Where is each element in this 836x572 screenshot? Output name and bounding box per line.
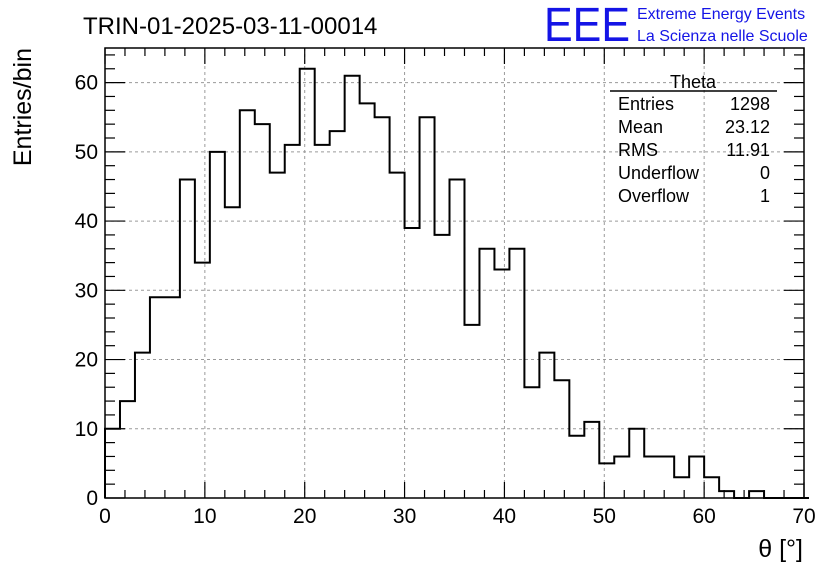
histogram-bin <box>719 491 734 498</box>
histogram-bin <box>210 152 225 498</box>
stats-label: Mean <box>618 117 663 137</box>
histogram-bin <box>479 249 494 498</box>
histogram-bin <box>749 491 764 498</box>
histogram-bin <box>120 401 135 498</box>
histogram-bin <box>390 173 405 498</box>
histogram-bin <box>704 477 719 498</box>
x-tick-label: 0 <box>99 505 111 528</box>
histogram-bin <box>584 422 599 498</box>
histogram-bin <box>539 353 554 498</box>
histogram-bin <box>599 463 614 498</box>
stats-box: Theta Entries 1298 Mean 23.12 RMS 11.91 Underf… <box>610 72 777 206</box>
histogram-bin <box>420 117 435 498</box>
histogram-bin <box>509 249 524 498</box>
stats-value: 23.12 <box>725 117 770 137</box>
y-tick-label: 0 <box>86 487 98 510</box>
histogram-bin <box>494 270 509 498</box>
y-tick-label: 40 <box>75 210 98 233</box>
histogram-bin <box>225 207 240 498</box>
histogram-bin <box>554 380 569 498</box>
histogram-bin <box>180 180 195 498</box>
x-tick-label: 30 <box>393 505 416 528</box>
histogram-bin <box>614 456 629 498</box>
y-tick-label: 50 <box>75 141 98 164</box>
histogram-bin <box>195 263 210 498</box>
histogram-bin <box>464 325 479 498</box>
stats-value: 1298 <box>730 94 770 114</box>
histogram-bin <box>405 228 420 498</box>
y-tick-label: 20 <box>75 349 98 372</box>
histogram-bin <box>569 436 584 498</box>
histogram-bin <box>255 124 270 498</box>
histogram-bin <box>435 235 450 498</box>
y-tick-label: 10 <box>75 418 98 441</box>
x-tick-label: 20 <box>293 505 316 528</box>
y-tick-labels: 0 10 20 30 40 50 60 <box>75 72 98 510</box>
x-tick-label: 70 <box>792 505 815 528</box>
x-tick-label: 10 <box>193 505 216 528</box>
y-axis-title: Entries/bin <box>9 48 37 166</box>
histogram-bin <box>674 477 689 498</box>
y-tick-label: 60 <box>75 72 98 95</box>
histogram-bin <box>300 69 315 498</box>
stats-label: Overflow <box>618 186 690 206</box>
plot-frame <box>104 47 805 499</box>
histogram-bin <box>330 131 345 498</box>
x-tick-label: 60 <box>692 505 715 528</box>
stats-rows: Entries 1298 Mean 23.12 RMS 11.91 Underflow 0 Ov… <box>618 94 770 206</box>
histogram-bin <box>345 76 360 498</box>
histogram-bin <box>105 429 120 498</box>
histogram-bin <box>315 145 330 498</box>
histogram-bin <box>450 180 465 498</box>
histogram-bin <box>644 456 659 498</box>
histogram-bin <box>629 429 644 498</box>
stats-label: Underflow <box>618 163 700 183</box>
histogram-bin <box>689 456 704 498</box>
histogram-outline <box>104 67 809 499</box>
stats-label: RMS <box>618 140 658 160</box>
stats-label: Entries <box>618 94 674 114</box>
stats-value: 1 <box>760 186 770 206</box>
histogram-bin <box>285 145 300 498</box>
histogram-bin <box>659 456 674 498</box>
histogram-bin <box>165 297 180 498</box>
stats-value: 0 <box>760 163 770 183</box>
axis-ticks <box>104 48 805 499</box>
histogram-bin <box>150 297 165 498</box>
histogram-bin <box>240 110 255 498</box>
histogram-bin <box>270 173 285 498</box>
logo-subtitle-line1: Extreme Energy Events <box>637 6 805 23</box>
histogram-bin <box>375 117 390 498</box>
histogram-bin <box>135 353 150 498</box>
x-tick-label: 50 <box>593 505 616 528</box>
logo-subtitle-line2: La Scienza nelle Scuole <box>637 28 808 45</box>
eee-logo-mark: EEE <box>544 0 630 52</box>
x-tick-label: 40 <box>493 505 516 528</box>
x-tick-labels: 0 10 20 30 40 50 60 70 <box>99 505 816 528</box>
x-axis-title: θ [°] <box>758 535 803 563</box>
grid-lines <box>105 48 804 498</box>
eee-logo: EEE Extreme Energy Events La Scienza nel… <box>544 0 808 52</box>
histogram-bin <box>524 387 539 498</box>
y-tick-label: 30 <box>75 279 98 302</box>
stats-box-title: Theta <box>670 72 717 92</box>
stats-value: 11.91 <box>726 140 770 160</box>
chart-title: TRIN-01-2025-03-11-00014 <box>83 13 377 40</box>
histogram-bin <box>360 103 375 498</box>
